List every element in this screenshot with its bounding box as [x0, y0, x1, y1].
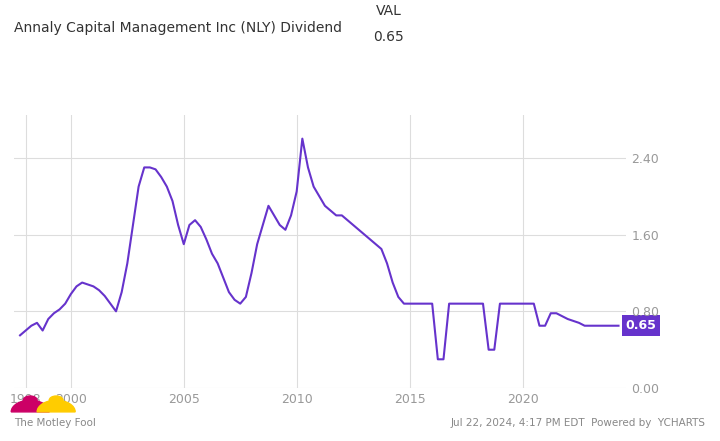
Circle shape: [49, 396, 63, 404]
Text: Jul 22, 2024, 4:17 PM EDT  Powered by  YCHARTS: Jul 22, 2024, 4:17 PM EDT Powered by YCH…: [451, 418, 706, 428]
Wedge shape: [12, 400, 49, 412]
Text: VAL: VAL: [376, 4, 402, 18]
Text: The Motley Fool: The Motley Fool: [14, 418, 96, 428]
Text: Annaly Capital Management Inc (NLY) Dividend: Annaly Capital Management Inc (NLY) Divi…: [14, 21, 343, 35]
Text: 0.65: 0.65: [374, 30, 404, 44]
Circle shape: [23, 396, 37, 404]
Wedge shape: [37, 400, 75, 412]
Text: 0.65: 0.65: [625, 319, 656, 332]
